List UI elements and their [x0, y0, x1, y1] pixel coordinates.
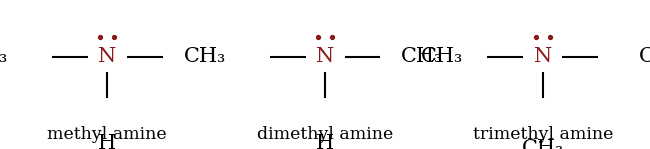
Text: N: N: [534, 47, 552, 66]
Text: CH₃: CH₃: [421, 47, 463, 66]
Text: methyl amine: methyl amine: [47, 126, 167, 143]
Text: CH₃: CH₃: [184, 47, 226, 66]
Text: CH₃: CH₃: [0, 47, 8, 66]
Text: CH₃: CH₃: [521, 139, 564, 149]
Text: dimethyl amine: dimethyl amine: [257, 126, 393, 143]
Text: H: H: [316, 134, 334, 149]
Text: H: H: [199, 47, 217, 66]
Text: trimethyl amine: trimethyl amine: [473, 126, 613, 143]
Text: CH₃: CH₃: [639, 47, 650, 66]
Text: N: N: [316, 47, 334, 66]
Text: H: H: [98, 134, 116, 149]
Text: CH₃: CH₃: [401, 47, 443, 66]
Text: N: N: [98, 47, 116, 66]
